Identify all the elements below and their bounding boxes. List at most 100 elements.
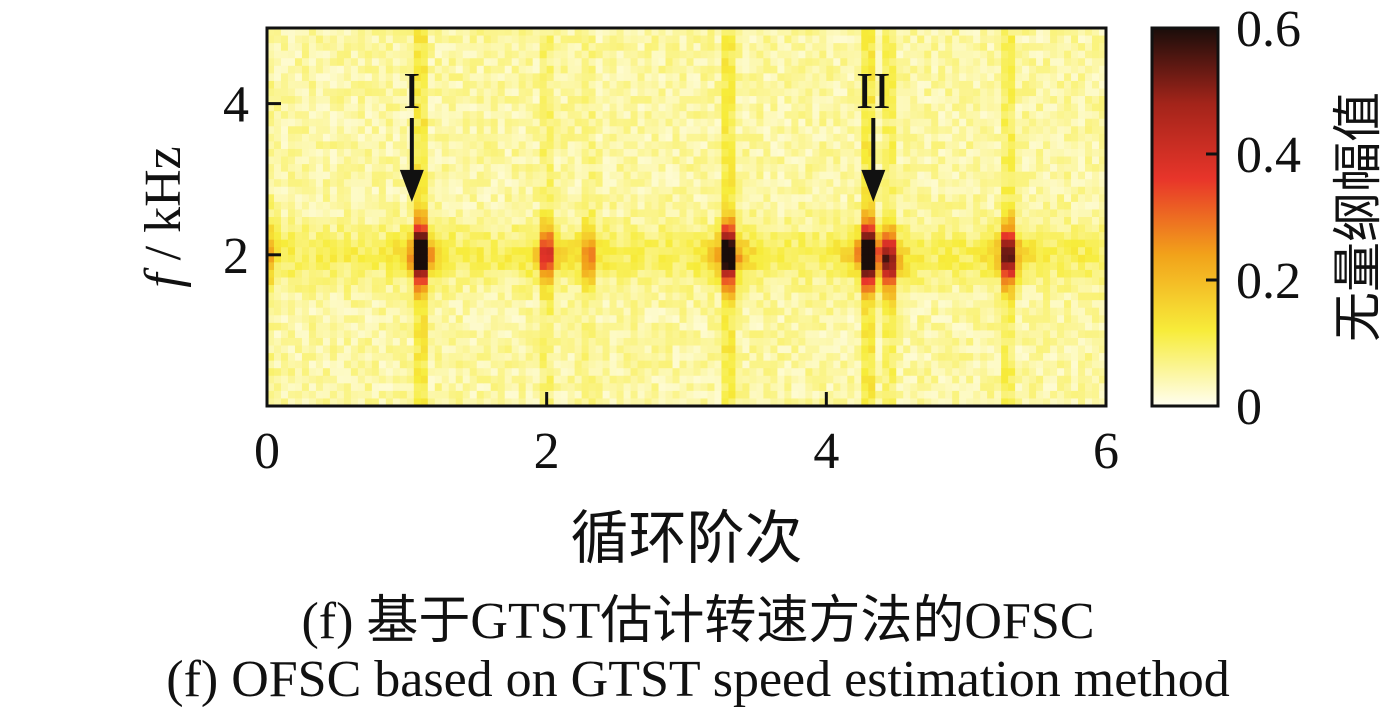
heatmap-cell	[560, 383, 569, 392]
heatmap-cell	[336, 232, 345, 241]
heatmap-cell	[777, 50, 785, 59]
heatmap-cell	[910, 133, 918, 142]
heatmap-cell	[735, 360, 744, 369]
heatmap-cell	[546, 285, 555, 294]
heatmap-cell	[784, 375, 792, 384]
heatmap-cell	[714, 300, 723, 309]
heatmap-cell	[350, 58, 359, 67]
heatmap-cell	[833, 141, 841, 150]
heatmap-cell	[616, 360, 625, 369]
heatmap-cell	[581, 277, 590, 286]
heatmap-cell	[630, 133, 639, 142]
heatmap-cell	[294, 43, 303, 52]
heatmap-cell	[756, 368, 765, 377]
heatmap-cell	[462, 209, 471, 218]
heatmap-cell	[672, 126, 681, 135]
heatmap-cell	[812, 43, 820, 52]
heatmap-cell	[651, 126, 660, 135]
heatmap-cell	[826, 35, 834, 44]
heatmap-cell	[413, 28, 422, 37]
heatmap-cell	[441, 156, 450, 165]
heatmap-cell	[329, 35, 338, 44]
heatmap-cell	[679, 96, 688, 105]
heatmap-cell	[777, 368, 785, 377]
heatmap-cell	[476, 171, 485, 180]
heatmap-cell	[602, 224, 611, 233]
heatmap-cell	[490, 118, 499, 127]
heatmap-cell	[483, 315, 492, 324]
heatmap-cell	[847, 247, 855, 256]
heatmap-cell	[469, 58, 478, 67]
heatmap-cell	[812, 179, 820, 188]
heatmap-cell	[518, 398, 527, 407]
heatmap-cell	[378, 300, 387, 309]
heatmap-cell	[630, 80, 639, 90]
heatmap-cell	[959, 141, 967, 150]
heatmap-cell	[518, 194, 527, 203]
heatmap-cell	[805, 164, 813, 173]
heatmap-cell	[574, 126, 583, 135]
heatmap-cell	[350, 126, 359, 135]
heatmap-cell	[819, 164, 827, 173]
heatmap-cell	[364, 292, 373, 301]
heatmap-cell	[651, 307, 660, 316]
heatmap-cell	[693, 194, 702, 203]
heatmap-cell	[336, 285, 345, 294]
heatmap-cell	[623, 375, 632, 384]
heatmap-cell	[945, 307, 953, 316]
heatmap-cell	[609, 111, 618, 120]
heatmap-cell	[658, 133, 667, 142]
heatmap-cell	[483, 80, 492, 90]
heatmap-cell	[497, 148, 506, 158]
heatmap-cell	[938, 164, 946, 173]
heatmap-cell	[847, 43, 855, 52]
heatmap-cell	[707, 201, 716, 211]
heatmap-cell	[322, 126, 331, 135]
heatmap-cell	[518, 186, 527, 195]
heatmap-cell	[413, 277, 422, 286]
heatmap-cell	[931, 50, 939, 59]
heatmap-cell	[378, 35, 387, 44]
heatmap-cell	[651, 269, 660, 279]
heatmap-cell	[455, 383, 464, 392]
heatmap-cell	[791, 126, 799, 135]
heatmap-cell	[630, 247, 639, 256]
heatmap-cell	[329, 232, 338, 241]
heatmap-cell	[945, 239, 953, 248]
heatmap-cell	[791, 194, 799, 203]
heatmap-cell	[483, 164, 492, 173]
heatmap-cell	[609, 337, 618, 347]
heatmap-cell	[462, 58, 471, 67]
heatmap-cell	[455, 186, 464, 195]
heatmap-cell	[896, 353, 904, 362]
heatmap-cell	[721, 337, 730, 347]
heatmap-cell	[469, 254, 478, 263]
heatmap-cell	[847, 353, 855, 362]
heatmap-cell	[315, 179, 324, 188]
heatmap-cell	[336, 103, 345, 112]
heatmap-cell	[742, 277, 751, 286]
heatmap-cell	[868, 201, 876, 211]
heatmap-cell	[567, 390, 576, 400]
heatmap-cell	[679, 269, 688, 279]
heatmap-cell	[546, 375, 555, 384]
heatmap-cell	[931, 35, 939, 44]
heatmap-cell	[602, 337, 611, 347]
heatmap-cell	[707, 269, 716, 279]
heatmap-cell	[511, 217, 520, 226]
heatmap-cell	[840, 80, 848, 90]
heatmap-cell	[945, 148, 953, 158]
heatmap-cell	[903, 330, 911, 339]
heatmap-cell	[280, 171, 289, 180]
heatmap-cell	[644, 201, 653, 211]
heatmap-cell	[602, 360, 611, 369]
heatmap-cell	[910, 96, 918, 105]
heatmap-cell	[826, 65, 834, 74]
heatmap-cell	[623, 337, 632, 347]
heatmap-cell	[427, 186, 436, 195]
heatmap-cell	[903, 232, 911, 241]
heatmap-cell	[812, 254, 820, 263]
heatmap-cell	[791, 96, 799, 105]
heatmap-cell	[378, 126, 387, 135]
heatmap-cell	[504, 28, 513, 37]
